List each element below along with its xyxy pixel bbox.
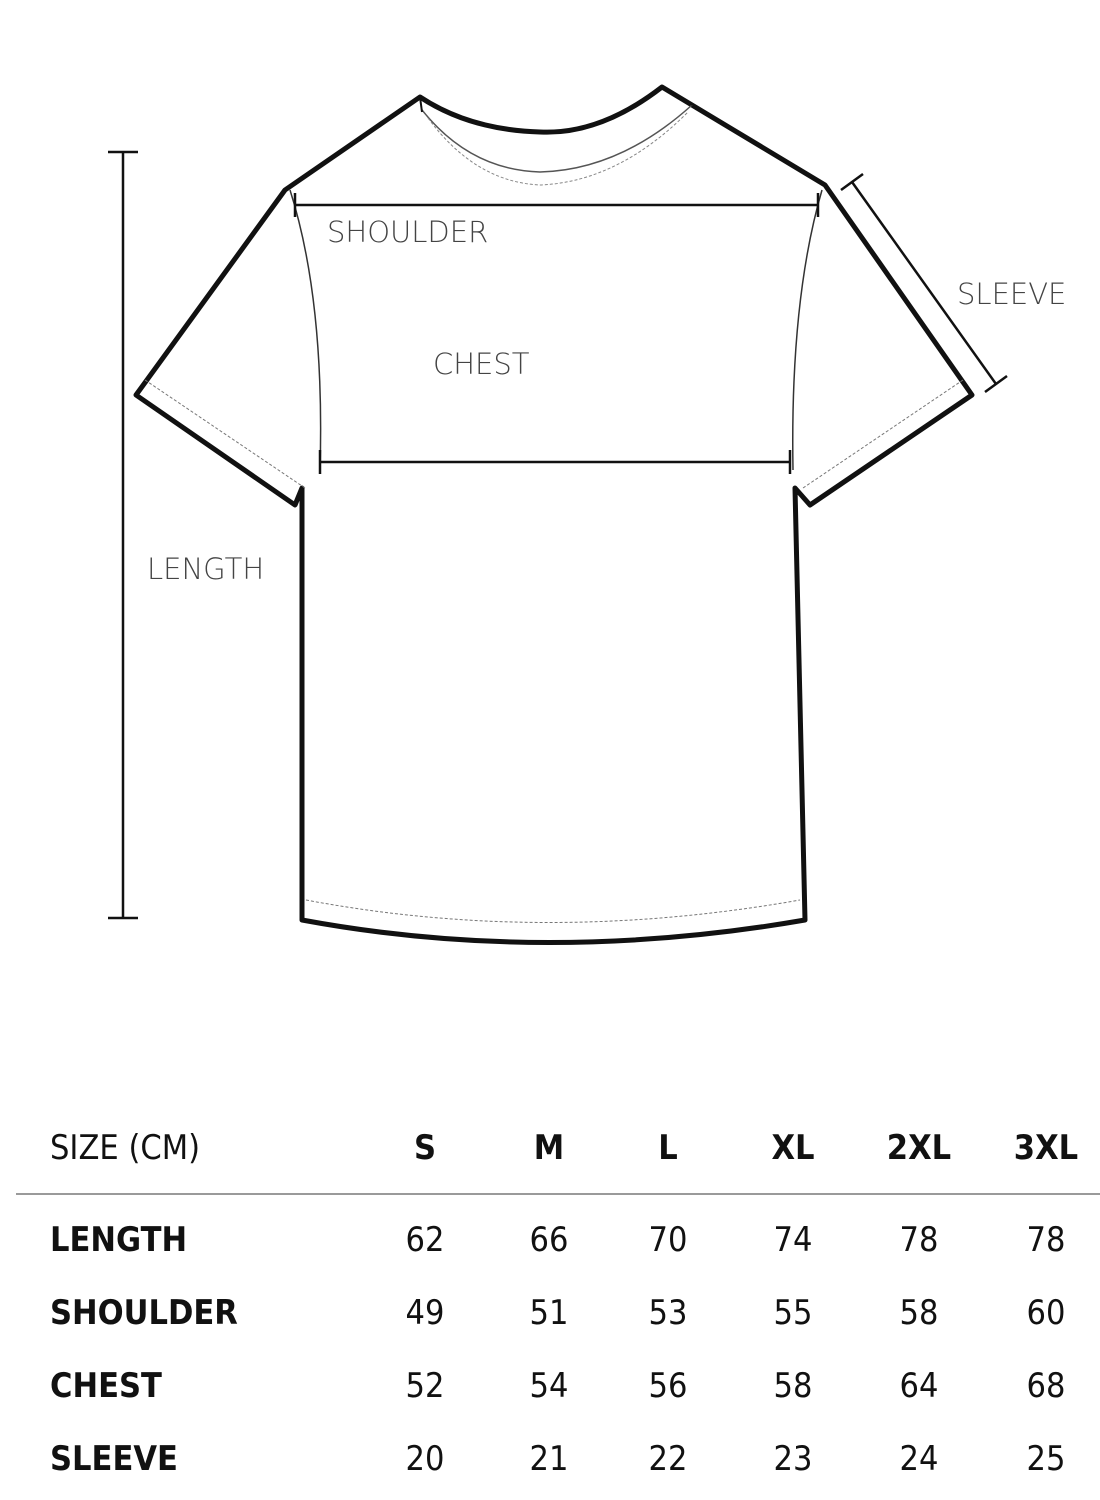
table-cell: 55 <box>773 1293 813 1333</box>
size-header: 2XL <box>886 1128 952 1168</box>
table-cell: 56 <box>648 1366 688 1406</box>
table-cell: 62 <box>405 1220 445 1260</box>
size-header: L <box>658 1128 678 1168</box>
table-cell: 64 <box>899 1366 939 1406</box>
shoulder-label: SHOULDER <box>327 215 488 249</box>
row-label: CHEST <box>50 1366 162 1406</box>
table-row: CHEST 52 54 56 58 64 68 <box>0 1356 1100 1416</box>
row-label: SHOULDER <box>50 1293 238 1333</box>
table-cell: 25 <box>1026 1439 1066 1479</box>
size-header: XL <box>771 1128 815 1168</box>
size-header: S <box>413 1128 437 1168</box>
table-cell: 52 <box>405 1366 445 1406</box>
table-row: SHOULDER 49 51 53 55 58 60 <box>0 1283 1100 1343</box>
table-cell: 20 <box>405 1439 445 1479</box>
header-divider <box>16 1193 1100 1195</box>
sleeve-measure-line <box>840 172 1008 394</box>
length-measure-line <box>108 150 138 920</box>
tshirt-outline <box>133 84 975 945</box>
table-cell: 49 <box>405 1293 445 1333</box>
table-cell: 60 <box>1026 1293 1066 1333</box>
size-header: 3XL <box>1013 1128 1079 1168</box>
table-cell: 23 <box>773 1439 813 1479</box>
length-label: LENGTH <box>147 552 264 586</box>
size-header: M <box>533 1128 565 1168</box>
table-cell: 78 <box>1026 1220 1066 1260</box>
table-header-row: SIZE (CM) S M L XL 2XL 3XL <box>0 1118 1100 1178</box>
table-cell: 58 <box>773 1366 813 1406</box>
table-row: SLEEVE 20 21 22 23 24 25 <box>0 1429 1100 1489</box>
table-cell: 58 <box>899 1293 939 1333</box>
shoulder-measure-line <box>293 193 820 217</box>
table-cell: 21 <box>529 1439 569 1479</box>
row-label: LENGTH <box>50 1220 188 1260</box>
table-cell: 78 <box>899 1220 939 1260</box>
table-cell: 53 <box>648 1293 688 1333</box>
table-cell: 70 <box>648 1220 688 1260</box>
table-cell: 51 <box>529 1293 569 1333</box>
tshirt-diagram: SHOULDER CHEST SLEEVE LENGTH <box>108 84 1066 945</box>
row-label: SLEEVE <box>50 1439 178 1479</box>
table-cell: 24 <box>899 1439 939 1479</box>
table-cell: 22 <box>648 1439 688 1479</box>
size-header-label: SIZE (CM) <box>50 1128 201 1168</box>
table-row: LENGTH 62 66 70 74 78 78 <box>0 1210 1100 1270</box>
table-cell: 74 <box>773 1220 813 1260</box>
chest-label: CHEST <box>433 347 530 381</box>
sleeve-label: SLEEVE <box>957 277 1066 311</box>
table-cell: 54 <box>529 1366 569 1406</box>
chest-measure-line <box>318 450 792 474</box>
table-cell: 66 <box>529 1220 569 1260</box>
table-cell: 68 <box>1026 1366 1066 1406</box>
